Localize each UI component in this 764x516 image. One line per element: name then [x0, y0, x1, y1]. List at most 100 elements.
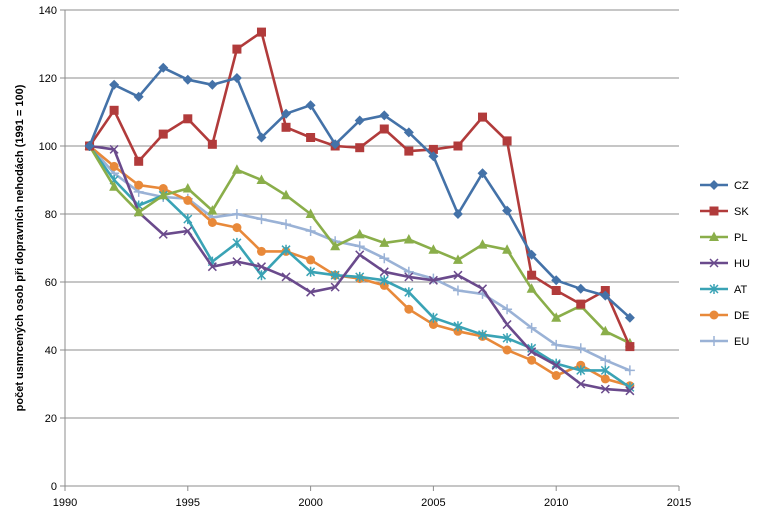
data-point-pl: [158, 189, 169, 200]
series-cz: [84, 62, 635, 323]
data-point-sk: [576, 299, 586, 309]
data-point-hu: [477, 284, 488, 294]
data-point-eu: [575, 343, 586, 354]
data-point-at: [576, 365, 586, 376]
data-point-cz: [477, 168, 488, 179]
data-point-cz: [330, 139, 341, 150]
data-point-hu: [625, 386, 635, 396]
data-point-sk: [428, 144, 438, 154]
data-point-sk: [551, 286, 561, 295]
series-hu: [85, 141, 635, 396]
data-point-at: [256, 270, 267, 281]
data-point-pl: [231, 164, 242, 174]
data-point-cz: [109, 79, 120, 90]
data-point-pl: [354, 228, 365, 239]
data-point-de: [134, 180, 144, 190]
data-point-sk: [404, 146, 414, 156]
data-point-sk: [232, 44, 242, 54]
series-pl: [84, 140, 635, 348]
data-point-hu: [232, 257, 242, 267]
data-point-eu: [502, 304, 513, 315]
legend-label: PL: [734, 232, 747, 244]
data-point-eu: [624, 365, 635, 376]
data-point-de: [404, 304, 414, 314]
y-tick-label: 100: [39, 141, 57, 153]
series-at: [85, 141, 635, 393]
data-point-eu: [256, 214, 267, 225]
legend-marker: [709, 336, 719, 346]
data-point-pl: [305, 208, 316, 218]
data-point-hu: [453, 270, 463, 280]
data-point-sk: [207, 139, 217, 149]
data-point-pl: [281, 189, 292, 200]
series-eu: [84, 141, 635, 376]
data-point-eu: [452, 285, 463, 296]
data-point-cz: [624, 312, 635, 323]
data-point-sk: [109, 105, 119, 115]
data-point-sk: [134, 156, 144, 166]
data-point-eu: [305, 226, 316, 236]
data-point-hu: [330, 282, 340, 292]
data-point-pl: [109, 181, 120, 191]
data-point-hu: [576, 379, 586, 389]
x-tick-label: 1990: [53, 497, 77, 509]
data-point-eu: [551, 339, 562, 350]
legend-item-cz: CZ: [700, 180, 749, 192]
legend-item-at: AT: [700, 284, 748, 296]
x-tick-label: 2005: [421, 497, 445, 509]
data-point-de: [232, 223, 242, 233]
gridlines: [65, 9, 679, 419]
data-point-hu: [551, 360, 561, 370]
data-point-cz: [452, 209, 463, 219]
legend-item-eu: EU: [700, 336, 749, 348]
data-point-sk: [600, 286, 610, 295]
y-tick-label: 80: [45, 209, 57, 221]
data-point-cz: [551, 275, 562, 286]
legend-item-hu: HU: [700, 258, 750, 270]
data-point-sk: [183, 114, 193, 124]
data-point-pl: [428, 244, 439, 254]
series-line-sk: [88, 30, 632, 348]
x-tick-label: 2010: [544, 497, 568, 509]
series-line-eu: [88, 145, 631, 372]
data-point-sk: [256, 27, 266, 37]
data-point-sk: [527, 270, 537, 280]
data-point-at: [330, 270, 340, 281]
data-point-sk: [281, 122, 291, 132]
data-point-de: [551, 371, 561, 380]
data-point-cz: [133, 91, 144, 102]
data-point-at: [477, 329, 488, 340]
data-point-pl: [379, 237, 390, 247]
data-point-hu: [355, 250, 365, 260]
x-tick-label: 2015: [667, 497, 691, 509]
data-point-sk: [625, 342, 635, 352]
data-point-cz: [305, 100, 316, 111]
x-tick-label: 1995: [176, 497, 200, 509]
y-tick-label: 40: [45, 345, 57, 357]
data-point-sk: [502, 136, 512, 146]
data-point-de: [306, 255, 316, 265]
data-point-de: [600, 374, 610, 384]
series-group: [84, 27, 635, 396]
data-point-pl: [452, 254, 463, 264]
data-point-at: [404, 287, 414, 298]
data-point-hu: [207, 262, 217, 272]
legend: CZ SK PL HU AT DE EU: [700, 180, 750, 348]
data-point-de: [109, 161, 119, 171]
series-line-hu: [89, 144, 630, 393]
y-tick-label: 0: [51, 481, 57, 493]
legend-label: SK: [734, 206, 749, 218]
data-point-pl: [403, 234, 414, 244]
data-point-eu: [379, 253, 390, 264]
data-point-de: [256, 246, 266, 256]
data-point-sk: [158, 129, 168, 139]
legend-item-sk: SK: [700, 206, 749, 218]
data-point-hu: [379, 267, 389, 277]
series-line-at: [88, 145, 631, 389]
data-point-hu: [600, 384, 610, 394]
data-point-at: [183, 214, 193, 225]
data-point-eu: [403, 266, 414, 277]
data-point-pl: [477, 239, 488, 249]
data-point-de: [502, 345, 512, 355]
data-point-eu: [354, 241, 365, 252]
